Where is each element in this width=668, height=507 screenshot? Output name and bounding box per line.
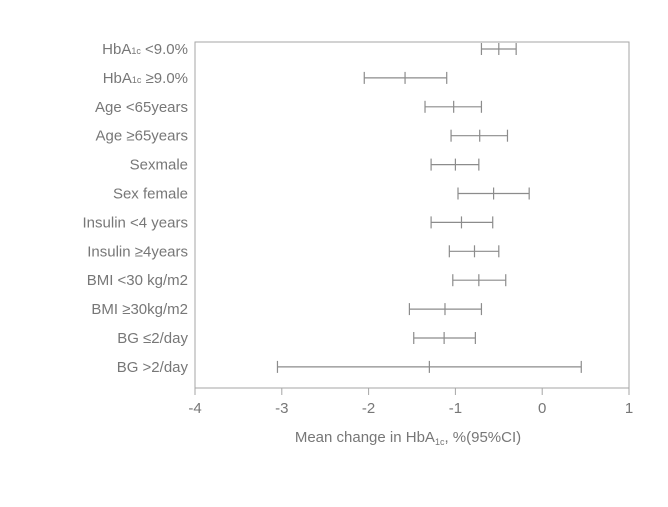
x-tick-label: -2 <box>362 400 375 417</box>
x-axis-title: Mean change in HbA1c, %(95%CI) <box>295 429 521 447</box>
ci-whiskers <box>276 43 582 373</box>
ci-row <box>424 100 483 113</box>
ci-row <box>450 129 509 142</box>
x-axis: -4 -3 -2 -1 0 1 <box>188 388 633 417</box>
ci-row <box>448 245 500 258</box>
row-label: HbA1c <9.0% <box>102 41 188 58</box>
ci-row <box>408 303 483 316</box>
row-label: Insulin ≥4years <box>87 243 188 260</box>
x-tick-label: 1 <box>625 400 633 417</box>
x-tick-label: -3 <box>275 400 288 417</box>
ci-row <box>430 216 494 229</box>
ci-row <box>276 360 582 373</box>
row-label: Age <65years <box>95 99 188 116</box>
row-label: BMI ≥30kg/m2 <box>91 301 188 318</box>
ci-row <box>480 43 517 55</box>
row-label: BG >2/day <box>117 359 189 376</box>
row-label: Age ≥65years <box>96 128 188 145</box>
ci-row <box>457 187 530 200</box>
x-tick-label: 0 <box>538 400 546 417</box>
x-tick-label: -4 <box>188 400 201 417</box>
ci-row <box>430 158 480 171</box>
plot-frame <box>194 41 630 389</box>
x-tick-label: -1 <box>449 400 462 417</box>
row-label: Insulin <4 years <box>83 214 188 231</box>
row-label: Sexmale <box>130 157 188 174</box>
row-label: HbA1c ≥9.0% <box>103 70 188 87</box>
row-label: Sex female <box>113 186 188 203</box>
row-labels: HbA1c <9.0% HbA1c ≥9.0% Age <65years Age ≥6… <box>83 41 189 376</box>
ci-row <box>363 71 448 84</box>
row-label: BMI <30 kg/m2 <box>87 272 188 289</box>
plot-area-border <box>194 41 630 389</box>
ci-row <box>413 332 476 344</box>
ci-row <box>452 274 507 287</box>
row-label: BG ≤2/day <box>117 330 188 347</box>
